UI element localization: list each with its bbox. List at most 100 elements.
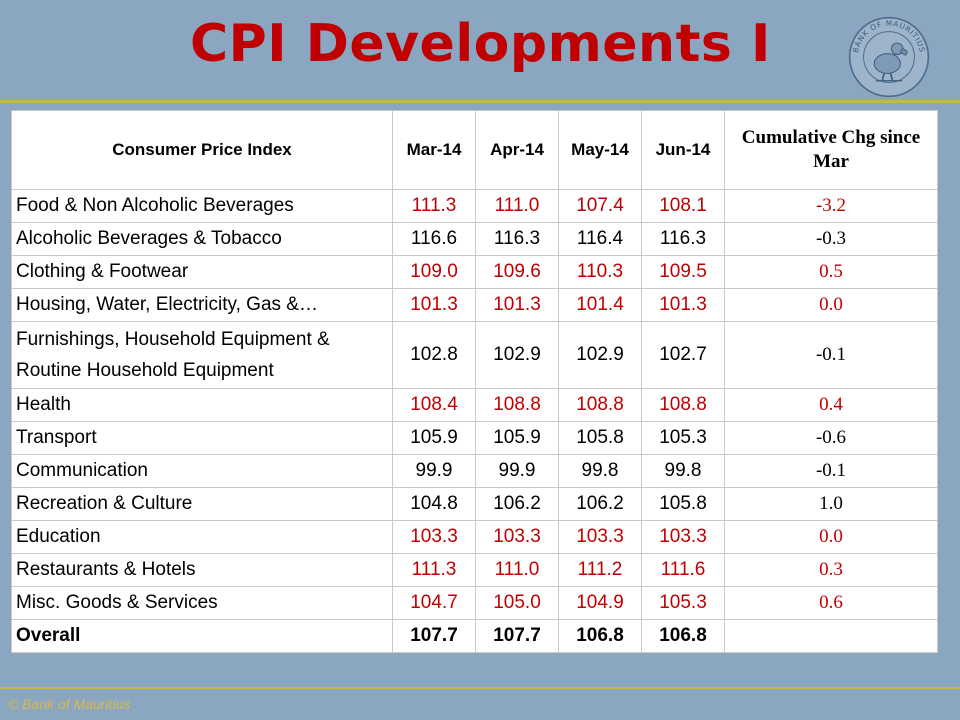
- index-value-cell: 102.9: [475, 321, 559, 389]
- column-header-apr-14: Apr-14: [475, 110, 559, 190]
- index-value-cell: 110.3: [558, 255, 642, 289]
- table-row: Alcoholic Beverages & Tobacco 116.6 116.3 1…: [11, 222, 938, 256]
- index-value-cell: 104.7: [392, 586, 476, 620]
- index-value-cell: 103.3: [641, 520, 725, 554]
- cumulative-change-cell: 1.0: [724, 487, 938, 521]
- category-cell: Housing, Water, Electricity, Gas &…: [11, 288, 393, 322]
- cumulative-change-cell: -3.2: [724, 189, 938, 223]
- title-divider: [0, 100, 960, 103]
- column-header-cumulative-change: Cumulative Chg since Mar: [724, 110, 938, 190]
- index-value-cell: 111.3: [392, 189, 476, 223]
- cumulative-change-cell: -0.6: [724, 421, 938, 455]
- index-value-cell: 99.9: [475, 454, 559, 488]
- column-header-mar-14: Mar-14: [392, 110, 476, 190]
- index-value-cell: 104.8: [392, 487, 476, 521]
- index-value-cell: 106.2: [475, 487, 559, 521]
- index-value-cell: 106.8: [641, 619, 725, 653]
- index-value-cell: 108.8: [558, 388, 642, 422]
- cumulative-change-cell: 0.3: [724, 553, 938, 587]
- index-value-cell: 107.4: [558, 189, 642, 223]
- index-value-cell: 103.3: [392, 520, 476, 554]
- category-cell: Education: [11, 520, 393, 554]
- column-header-category: Consumer Price Index: [11, 110, 393, 190]
- category-cell: Restaurants & Hotels: [11, 553, 393, 587]
- index-value-cell: 99.8: [641, 454, 725, 488]
- index-value-cell: 105.0: [475, 586, 559, 620]
- table-row-overall: Overall 107.7 107.7 106.8 106.8: [11, 619, 938, 653]
- footer-divider: [0, 687, 960, 689]
- column-header-may-14: May-14: [558, 110, 642, 190]
- index-value-cell: 116.6: [392, 222, 476, 256]
- category-cell: Communication: [11, 454, 393, 488]
- index-value-cell: 101.3: [392, 288, 476, 322]
- column-header-jun-14: Jun-14: [641, 110, 725, 190]
- index-value-cell: 103.3: [475, 520, 559, 554]
- category-cell: Overall: [11, 619, 393, 653]
- cumulative-change-cell: 0.0: [724, 520, 938, 554]
- category-cell: Food & Non Alcoholic Beverages: [11, 189, 393, 223]
- cumulative-change-cell: 0.6: [724, 586, 938, 620]
- index-value-cell: 108.1: [641, 189, 725, 223]
- index-value-cell: 103.3: [558, 520, 642, 554]
- index-value-cell: 116.3: [475, 222, 559, 256]
- cumulative-change-cell: 0.5: [724, 255, 938, 289]
- table-row: Food & Non Alcoholic Beverages 111.3 111.0…: [11, 189, 938, 223]
- category-cell: Health: [11, 388, 393, 422]
- index-value-cell: 109.6: [475, 255, 559, 289]
- index-value-cell: 105.8: [641, 487, 725, 521]
- index-value-cell: 106.2: [558, 487, 642, 521]
- category-cell: Furnishings, Household Equipment & Routi…: [11, 321, 393, 389]
- copyright-footer: © Bank of Mauritius: [8, 696, 131, 712]
- table-header-row: Consumer Price Index Mar-14 Apr-14 May-1…: [11, 110, 938, 190]
- index-value-cell: 109.5: [641, 255, 725, 289]
- index-value-cell: 111.2: [558, 553, 642, 587]
- index-value-cell: 111.0: [475, 189, 559, 223]
- index-value-cell: 102.9: [558, 321, 642, 389]
- cumulative-change-cell: 0.4: [724, 388, 938, 422]
- table-body: Food & Non Alcoholic Beverages 111.3 111.0…: [11, 189, 938, 653]
- index-value-cell: 105.9: [392, 421, 476, 455]
- index-value-cell: 107.7: [392, 619, 476, 653]
- table-row: Health 108.4 108.8 108.8 108.8 0.4: [11, 388, 938, 422]
- category-cell: Recreation & Culture: [11, 487, 393, 521]
- cumulative-change-cell: -0.1: [724, 321, 938, 389]
- table-row: Misc. Goods & Services 104.7 105.0 104.9 105…: [11, 586, 938, 620]
- table-row: Restaurants & Hotels 111.3 111.0 111.2 111.6…: [11, 553, 938, 587]
- table-row: Transport 105.9 105.9 105.8 105.3 -0.6: [11, 421, 938, 455]
- index-value-cell: 101.3: [641, 288, 725, 322]
- table-row: Clothing & Footwear 109.0 109.6 110.3 109.5 0…: [11, 255, 938, 289]
- table-row: Housing, Water, Electricity, Gas &… 101.3…: [11, 288, 938, 322]
- index-value-cell: 111.3: [392, 553, 476, 587]
- index-value-cell: 116.4: [558, 222, 642, 256]
- bank-of-mauritius-seal-icon: BANK OF MAURITIUS: [848, 16, 930, 98]
- index-value-cell: 109.0: [392, 255, 476, 289]
- index-value-cell: 105.9: [475, 421, 559, 455]
- cumulative-change-cell: [724, 619, 938, 653]
- index-value-cell: 105.8: [558, 421, 642, 455]
- index-value-cell: 101.4: [558, 288, 642, 322]
- index-value-cell: 105.3: [641, 421, 725, 455]
- index-value-cell: 104.9: [558, 586, 642, 620]
- index-value-cell: 116.3: [641, 222, 725, 256]
- index-value-cell: 111.6: [641, 553, 725, 587]
- index-value-cell: 101.3: [475, 288, 559, 322]
- category-cell: Misc. Goods & Services: [11, 586, 393, 620]
- category-cell: Transport: [11, 421, 393, 455]
- index-value-cell: 111.0: [475, 553, 559, 587]
- index-value-cell: 99.9: [392, 454, 476, 488]
- cumulative-change-cell: -0.3: [724, 222, 938, 256]
- index-value-cell: 102.7: [641, 321, 725, 389]
- cumulative-change-cell: 0.0: [724, 288, 938, 322]
- index-value-cell: 108.8: [641, 388, 725, 422]
- page-title: CPI Developments I: [190, 14, 771, 74]
- category-cell: Clothing & Footwear: [11, 255, 393, 289]
- table-row: Education 103.3 103.3 103.3 103.3 0.0: [11, 520, 938, 554]
- table-row: Furnishings, Household Equipment & Routi…: [11, 321, 938, 389]
- cpi-table: Consumer Price Index Mar-14 Apr-14 May-1…: [11, 110, 938, 653]
- index-value-cell: 102.8: [392, 321, 476, 389]
- index-value-cell: 108.4: [392, 388, 476, 422]
- index-value-cell: 107.7: [475, 619, 559, 653]
- index-value-cell: 108.8: [475, 388, 559, 422]
- table-row: Communication 99.9 99.9 99.8 99.8 -0.1: [11, 454, 938, 488]
- index-value-cell: 106.8: [558, 619, 642, 653]
